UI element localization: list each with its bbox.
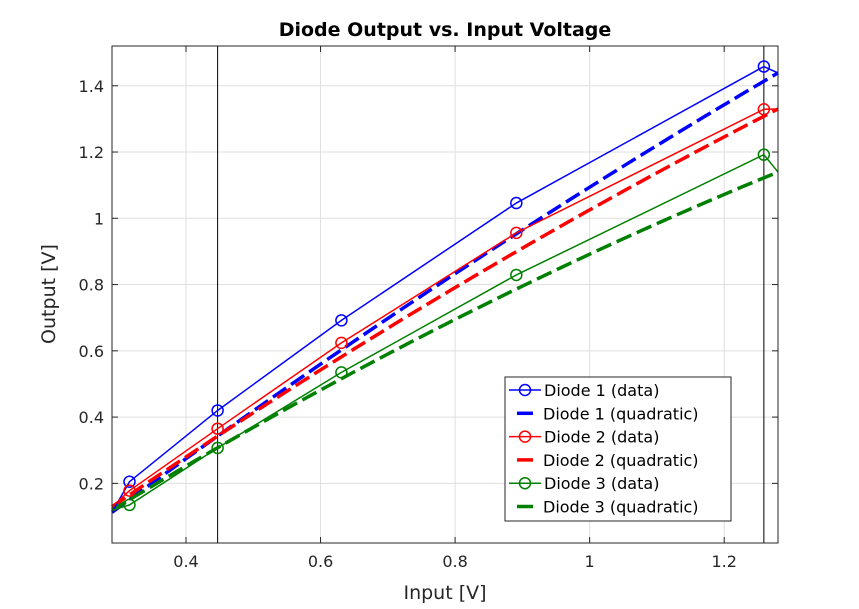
legend-label: Diode 3 (quadratic)	[543, 498, 699, 517]
legend-box	[504, 376, 732, 522]
data-point	[510, 268, 523, 282]
y-tick-label: 0.2	[79, 474, 104, 493]
data-line-diode-2-data-	[111, 108, 779, 508]
legend-label: Diode 3 (data)	[544, 474, 659, 493]
data-point	[335, 336, 348, 350]
y-axis-title: Output [V]	[38, 244, 60, 344]
x-tick-label: 0.4	[173, 552, 198, 571]
x-tick-label: 0.8	[442, 552, 467, 571]
fit-line-diode-2-quadratic-	[111, 107, 779, 509]
data-point	[123, 484, 136, 497]
series-layer	[110, 60, 779, 514]
y-tick-label: 1.2	[79, 143, 104, 162]
chart-title: Diode Output vs. Input Voltage	[279, 19, 612, 41]
y-tick-label: 0.4	[79, 408, 104, 427]
legend-marker	[518, 430, 532, 443]
legend-label: Diode 1 (quadratic)	[543, 404, 699, 423]
data-point	[510, 226, 523, 240]
vertical-lines	[217, 46, 765, 543]
y-tick-label: 1	[94, 209, 104, 228]
x-tick-label: 1	[585, 552, 595, 571]
data-point	[211, 404, 224, 417]
plot-frame	[111, 45, 779, 544]
data-point	[757, 103, 771, 116]
legend-label: Diode 2 (data)	[544, 428, 659, 447]
y-tick-label: 0.8	[79, 276, 104, 295]
data-point	[335, 314, 348, 327]
data-point	[123, 475, 136, 488]
data-point	[335, 366, 348, 379]
data-line-diode-3-data-	[111, 153, 779, 511]
data-point	[211, 422, 224, 435]
legend: Diode 1 (data) Diode 1 (quadratic) Diode 2…	[504, 376, 732, 522]
x-tick-label: 1.2	[711, 552, 736, 571]
legend-marker	[518, 383, 532, 397]
fit-line-diode-3-quadratic-	[111, 170, 779, 512]
legend-label: Diode 1 (data)	[544, 381, 659, 400]
data-point	[211, 441, 224, 455]
y-tick-label: 0.6	[79, 342, 104, 361]
data-point	[757, 60, 771, 73]
ticks: 0.4 0.6 0.8 1 1.2 0.2 0.4 0.6 0.8 1 1.2 1.4	[79, 46, 778, 571]
y-tick-label: 1.4	[79, 77, 104, 96]
legend-marker	[518, 476, 532, 490]
data-point	[123, 498, 136, 512]
data-point	[757, 148, 771, 161]
x-axis-title: Input [V]	[403, 582, 486, 604]
x-tick-label: 0.6	[308, 552, 333, 571]
data-point	[510, 196, 523, 210]
data-line-diode-1-data-	[111, 65, 779, 513]
legend-label: Diode 2 (quadratic)	[543, 451, 699, 470]
